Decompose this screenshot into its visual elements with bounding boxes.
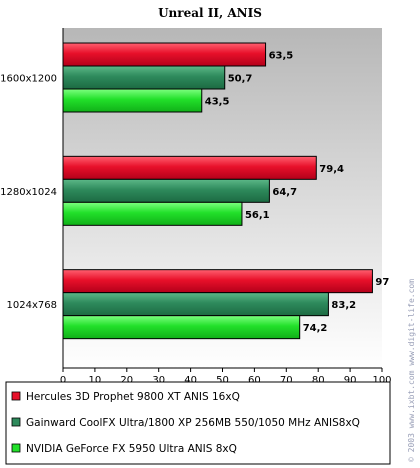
- data-label-1024x768-series-2: 74,2: [303, 323, 328, 334]
- legend-swatch-series-0: [11, 391, 21, 401]
- bars-group: 63,5 50,7 43,5 79,4 64,7 56,1 97 83,2 74,2: [62, 42, 389, 340]
- bar-1024x768-series-2: [62, 315, 301, 340]
- data-label-1600x1200-series-0: 63,5: [269, 51, 294, 62]
- x-tick-label-50: 50: [216, 375, 229, 386]
- data-label-1280x1024-series-1: 64,7: [272, 187, 297, 198]
- data-label-1600x1200-series-2: 43,5: [205, 97, 230, 108]
- bar-1024x768-series-1: [62, 292, 329, 317]
- x-tick-label-20: 20: [120, 375, 133, 386]
- watermark: © 2003 www.ixbt.com www.digit-life.com: [407, 279, 416, 462]
- legend: Hercules 3D Prophet 9800 XT ANIS 16xQ Gai…: [5, 381, 391, 465]
- data-label-1024x768-series-1: 83,2: [331, 300, 356, 311]
- legend-swatch-series-1: [11, 417, 21, 427]
- bar-1024x768-series-0: [62, 269, 373, 294]
- legend-box: [5, 381, 391, 465]
- legend-swatch-series-2: [11, 443, 21, 453]
- data-label-1024x768-series-0: 97: [375, 277, 389, 288]
- bar-1600x1200-series-1: [62, 65, 226, 90]
- data-label-1280x1024-series-2: 56,1: [245, 210, 270, 221]
- x-tick-label-100: 100: [372, 375, 391, 386]
- bar-1280x1024-series-1: [62, 178, 270, 203]
- bar-1280x1024-series-2: [62, 201, 243, 226]
- category-label-1280x1024: 1280x1024: [0, 187, 57, 198]
- x-tick-label-10: 10: [89, 375, 102, 386]
- bar-1600x1200-series-2: [62, 88, 203, 113]
- chart-title: Unreal II, ANIS: [158, 6, 262, 20]
- x-tick-label-60: 60: [248, 375, 261, 386]
- x-tick-label-70: 70: [280, 375, 293, 386]
- category-label-1600x1200: 1600x1200: [0, 74, 57, 85]
- x-axis: 0 10 20 30 40 50 60 70 80 90 100: [60, 367, 392, 386]
- bar-1280x1024-series-0: [62, 155, 317, 180]
- x-tick-label-40: 40: [184, 375, 197, 386]
- legend-label-series-1: Gainward CoolFX Ultra/1800 XP 256MB 550/…: [26, 417, 360, 429]
- category-label-1024x768: 1024x768: [7, 300, 57, 311]
- x-tick-label-90: 90: [344, 375, 357, 386]
- data-label-1280x1024-series-0: 79,4: [319, 164, 344, 175]
- data-label-1600x1200-series-1: 50,7: [228, 74, 253, 85]
- category-labels: 1600x1200 1280x1024 1024x768: [0, 74, 57, 312]
- legend-label-series-2: NVIDIA GeForce FX 5950 Ultra ANIS 8xQ: [26, 443, 237, 455]
- bar-1600x1200-series-0: [62, 42, 267, 67]
- x-tick-label-80: 80: [312, 375, 325, 386]
- x-tick-label-0: 0: [60, 375, 66, 386]
- legend-label-series-0: Hercules 3D Prophet 9800 XT ANIS 16xQ: [26, 391, 240, 403]
- x-tick-label-30: 30: [152, 375, 165, 386]
